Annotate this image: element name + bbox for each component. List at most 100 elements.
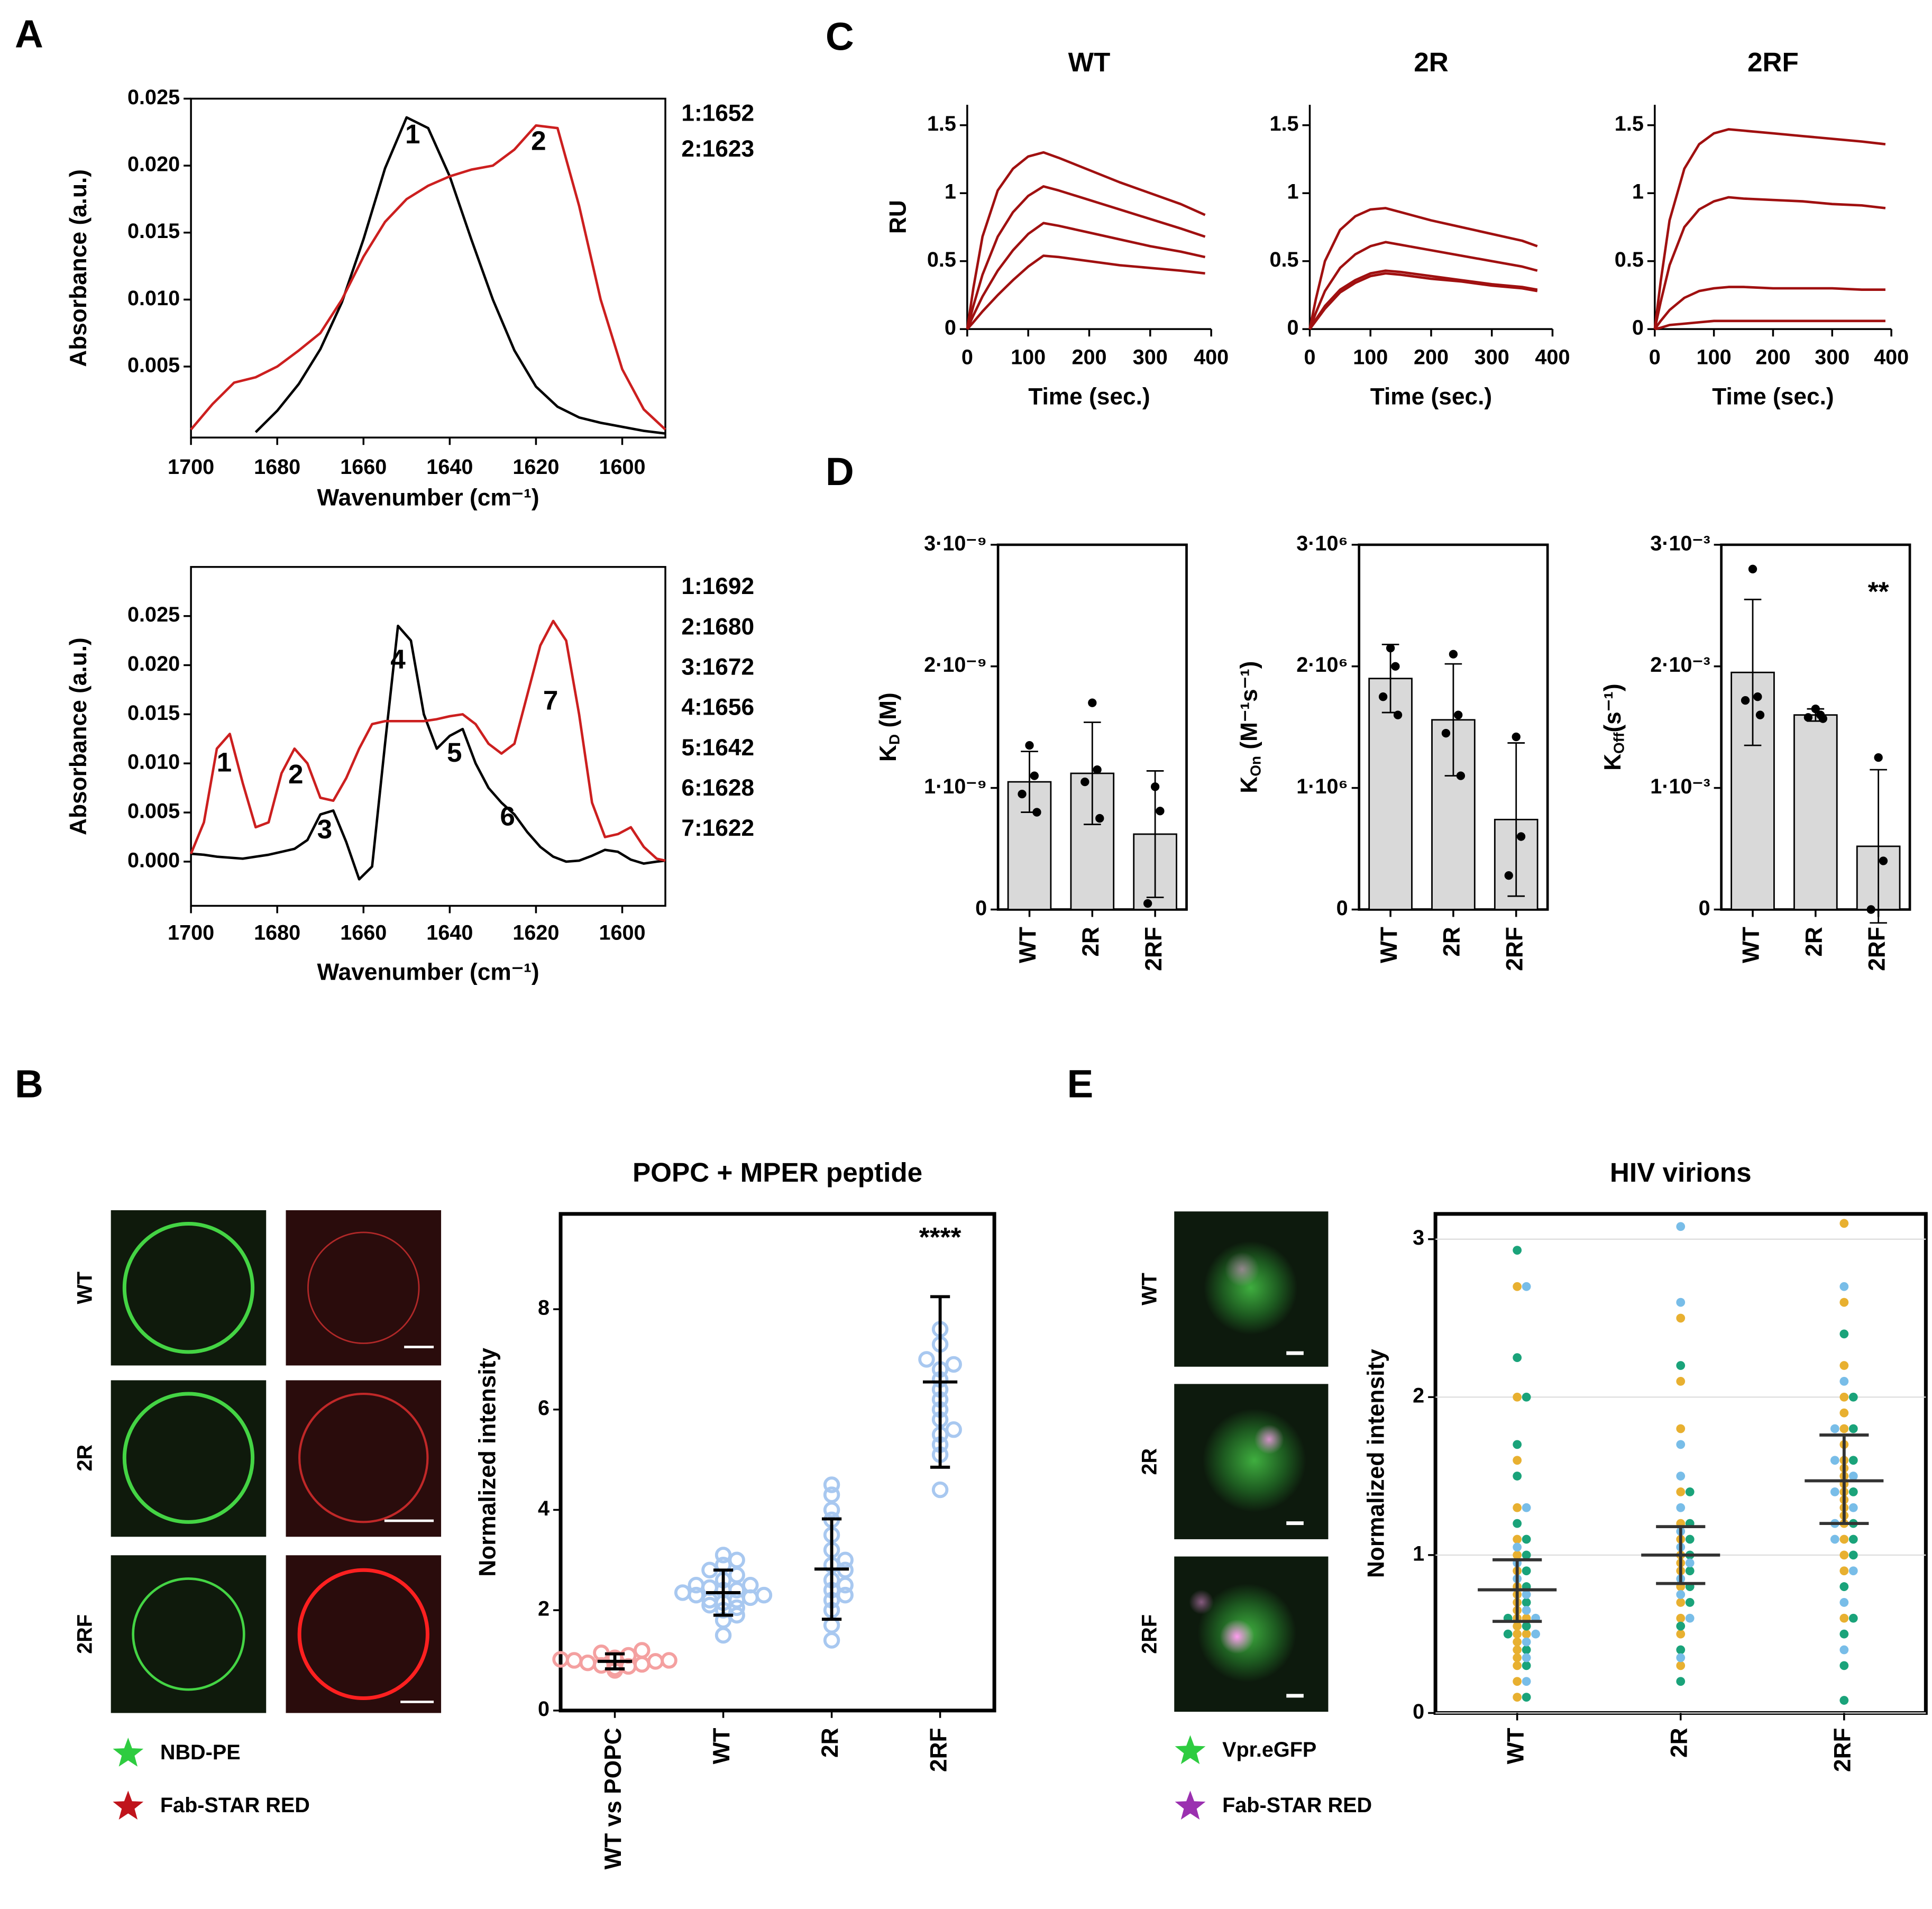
chart-title: HIV virions: [1610, 1157, 1752, 1188]
data-point: [1866, 905, 1875, 914]
y-tick-label: 1: [945, 180, 956, 204]
data-point: [620, 1658, 637, 1675]
bar: [1368, 678, 1413, 910]
plot-frame: [190, 97, 666, 439]
data-point: [1839, 1329, 1849, 1339]
row-label: 2RF: [74, 1614, 97, 1654]
data-point: [1803, 713, 1813, 722]
peak-label: 1:1692: [681, 573, 754, 599]
data-point: [1513, 1472, 1522, 1481]
data-point: [1032, 808, 1041, 817]
data-point: [1848, 1503, 1858, 1512]
y-tick-label: 0: [1699, 897, 1710, 920]
vesicle: [122, 1392, 255, 1524]
x-tick-label: 200: [1072, 346, 1106, 369]
data-point: [1839, 1298, 1849, 1307]
y-tick-label: 0.005: [127, 800, 180, 823]
signal: [1220, 1619, 1255, 1654]
data-point: [1685, 1534, 1695, 1544]
data-point: [1839, 1645, 1849, 1655]
data-point: [565, 1652, 583, 1669]
data-point: [1676, 1377, 1686, 1386]
micrograph: [286, 1210, 442, 1366]
x-tick-label: 300: [1133, 346, 1168, 369]
row-label: WT: [74, 1272, 97, 1304]
series-line: [1308, 207, 1538, 330]
data-point: [1513, 1503, 1522, 1512]
y-tick-label: 0.5: [927, 248, 956, 271]
y-axis-label: Normalized intensity: [1363, 1349, 1389, 1578]
x-tick-label: 2R: [1439, 927, 1465, 957]
data-point: [931, 1481, 949, 1499]
legend-label: Fab-STAR RED: [1222, 1794, 1372, 1817]
y-tick-label: 0.005: [127, 353, 180, 377]
y-tick-label: 0: [1287, 316, 1298, 340]
y-axis-label: Absorbance (a.u.): [66, 169, 91, 367]
x-tick-label: 2RF: [1864, 927, 1890, 971]
data-point: [1839, 1550, 1849, 1560]
y-axis-label-part: (s⁻¹): [1600, 683, 1626, 732]
x-tick-label: WT: [709, 1728, 735, 1764]
data-point: [1513, 1629, 1522, 1639]
series-line: [966, 151, 1206, 330]
data-point: [1531, 1629, 1540, 1639]
x-tick-label: 1660: [340, 921, 387, 945]
data-point: [1393, 710, 1403, 719]
y-tick-label: 2: [1413, 1384, 1424, 1408]
series-line: [190, 124, 666, 431]
data-point: [1449, 650, 1458, 659]
data-point: [1879, 856, 1888, 865]
data-point: [1522, 1677, 1531, 1686]
annotation: 3: [317, 814, 333, 844]
y-tick-label: 1: [1413, 1542, 1424, 1565]
x-tick-label: 1640: [426, 455, 473, 479]
legend-label: NBD-PE: [160, 1741, 241, 1764]
y-tick-label: 0: [1413, 1700, 1424, 1723]
chart-title: WT: [1068, 47, 1111, 77]
data-point: [661, 1652, 677, 1669]
data-point: [1513, 1661, 1522, 1670]
panel-letter: E: [1067, 1062, 1094, 1106]
data-point: [579, 1654, 597, 1671]
plot-frame: [558, 1212, 996, 1713]
data-point: [1522, 1598, 1531, 1607]
annotation: 7: [543, 686, 558, 716]
data-point: [1839, 1582, 1849, 1591]
data-point: [1685, 1598, 1695, 1607]
data-point: [701, 1579, 718, 1596]
y-axis-label: Absorbance (a.u.): [66, 637, 91, 835]
x-axis-label: Time (sec.): [1370, 383, 1492, 409]
y-tick-label: 1.5: [1269, 112, 1298, 135]
x-tick-label: 1600: [599, 455, 645, 479]
data-point: [1839, 1661, 1849, 1670]
data-point: [945, 1356, 962, 1373]
y-tick-label: 4: [538, 1497, 550, 1520]
peak-label: 3:1672: [681, 654, 754, 680]
data-point: [1513, 1534, 1522, 1544]
data-point: [1513, 1246, 1522, 1255]
x-tick-label: 400: [1194, 346, 1229, 369]
data-point: [837, 1551, 854, 1569]
data-point: [1676, 1440, 1686, 1449]
data-point: [1522, 1621, 1531, 1631]
legend-star: [113, 1738, 144, 1767]
data-point: [1839, 1377, 1849, 1386]
data-point: [1755, 710, 1765, 719]
x-tick-label: 1600: [599, 921, 645, 945]
micrograph: [111, 1555, 267, 1713]
y-axis-label-part: K: [1236, 777, 1262, 793]
y-tick-label: 0.000: [127, 848, 180, 872]
y-tick-label: 1: [1287, 180, 1298, 204]
x-tick-label: WT: [1376, 927, 1402, 963]
row-label: 2RF: [1138, 1614, 1161, 1654]
signal: [1254, 1424, 1284, 1455]
y-tick-label: 0.020: [127, 153, 180, 176]
panel-letter: D: [826, 450, 854, 494]
row-label: WT: [1138, 1273, 1161, 1305]
x-tick-label: 200: [1755, 346, 1790, 369]
y-tick-label: 1·10⁻⁹: [924, 775, 987, 798]
data-point: [1456, 771, 1466, 780]
data-point: [1839, 1361, 1849, 1370]
data-point: [1676, 1621, 1686, 1631]
data-point: [1830, 1534, 1839, 1544]
